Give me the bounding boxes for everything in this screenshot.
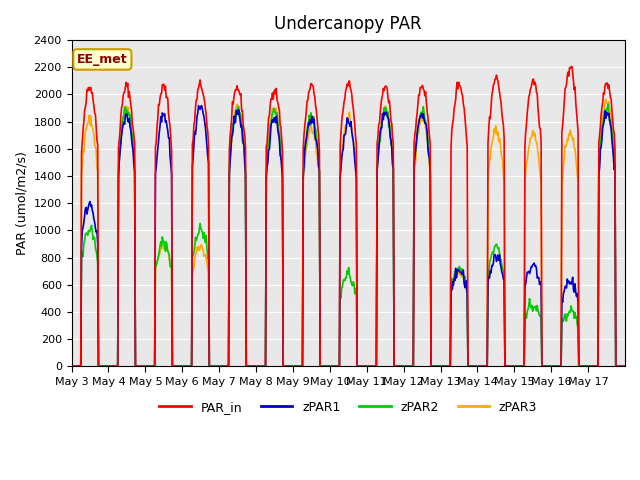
zPAR3 — [220, 363, 228, 369]
zPAR1 — [621, 363, 629, 369]
zPAR1 — [134, 363, 142, 369]
zPAR2 — [415, 117, 423, 122]
Text: EE_met: EE_met — [77, 53, 128, 66]
zPAR1 — [68, 363, 76, 369]
PAR_in — [220, 363, 228, 369]
Line: zPAR1: zPAR1 — [72, 106, 625, 366]
zPAR3 — [134, 363, 142, 369]
zPAR2 — [220, 363, 228, 369]
PAR_in — [134, 363, 142, 369]
PAR_in — [621, 363, 629, 369]
Line: zPAR2: zPAR2 — [72, 104, 625, 366]
PAR_in — [432, 363, 440, 369]
zPAR3 — [415, 123, 423, 129]
zPAR2 — [621, 363, 629, 369]
zPAR3 — [602, 96, 609, 102]
Legend: PAR_in, zPAR1, zPAR2, zPAR3: PAR_in, zPAR1, zPAR2, zPAR3 — [154, 396, 542, 419]
zPAR3 — [621, 363, 629, 369]
zPAR2 — [191, 244, 198, 250]
PAR_in — [77, 149, 85, 155]
zPAR2 — [604, 101, 612, 107]
zPAR2 — [68, 363, 76, 369]
Line: zPAR3: zPAR3 — [72, 99, 625, 366]
zPAR3 — [68, 363, 76, 369]
PAR_in — [568, 63, 576, 69]
zPAR2 — [77, 249, 85, 254]
zPAR1 — [417, 113, 424, 119]
PAR_in — [191, 118, 198, 123]
zPAR3 — [77, 169, 85, 175]
Line: PAR_in: PAR_in — [72, 66, 625, 366]
zPAR2 — [134, 363, 142, 369]
PAR_in — [68, 363, 76, 369]
Y-axis label: PAR (umol/m2/s): PAR (umol/m2/s) — [15, 151, 28, 255]
Title: Undercanopy PAR: Undercanopy PAR — [275, 15, 422, 33]
zPAR1 — [221, 363, 228, 369]
zPAR1 — [433, 363, 440, 369]
zPAR3 — [191, 257, 198, 263]
zPAR1 — [77, 243, 85, 249]
zPAR1 — [191, 129, 198, 134]
zPAR3 — [432, 363, 440, 369]
zPAR2 — [432, 363, 440, 369]
PAR_in — [415, 92, 423, 98]
zPAR1 — [195, 103, 202, 108]
